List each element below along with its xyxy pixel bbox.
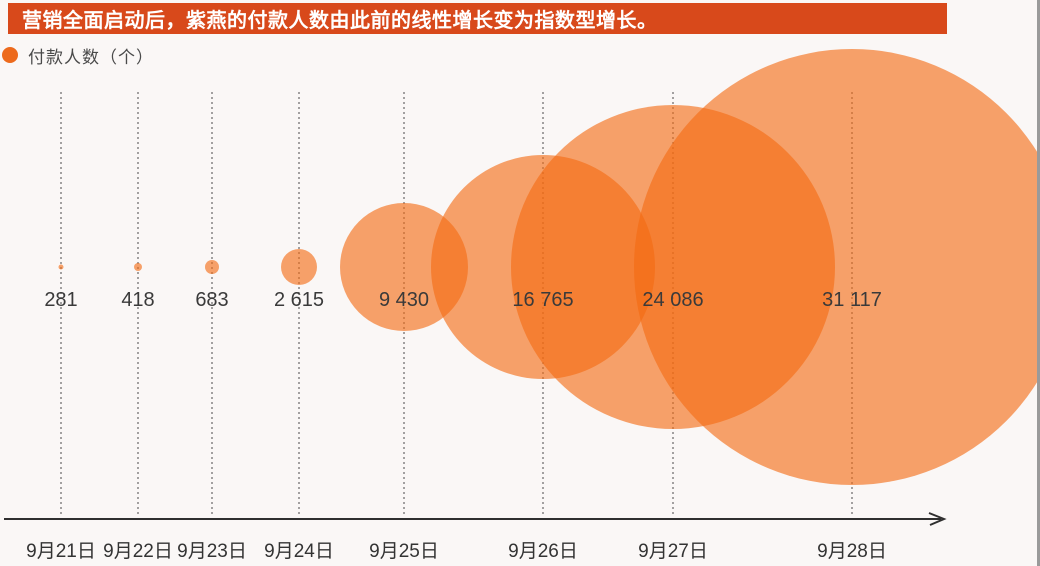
value-label: 418 bbox=[121, 289, 155, 311]
screenshot-right-border bbox=[1037, 0, 1040, 566]
value-label: 9 430 bbox=[378, 289, 430, 311]
chart-title: 营销全面启动后，紫燕的付款人数由此前的线性增长变为指数型增长。 bbox=[22, 10, 658, 32]
legend: 付款人数（个） bbox=[2, 44, 154, 67]
value-label: 16 765 bbox=[512, 289, 574, 311]
date-label: 9月24日 bbox=[264, 541, 334, 562]
bubble-9月28日 bbox=[634, 49, 1040, 485]
value-label: 281 bbox=[44, 289, 78, 311]
x-axis-arrow-icon bbox=[928, 512, 947, 526]
legend-label: 付款人数（个） bbox=[28, 47, 154, 67]
bubble-9月21日 bbox=[58, 264, 64, 270]
date-label: 9月26日 bbox=[508, 541, 578, 562]
bubble-9月24日 bbox=[281, 249, 317, 285]
headline-bar: 营销全面启动后，紫燕的付款人数由此前的线性增长变为指数型增长。 bbox=[8, 3, 947, 34]
value-label: 31 117 bbox=[822, 289, 882, 311]
bubble-9月22日 bbox=[134, 263, 142, 271]
date-label: 9月28日 bbox=[817, 541, 887, 562]
value-label: 24 086 bbox=[642, 289, 704, 311]
value-label: 2 615 bbox=[273, 289, 325, 311]
date-label: 9月27日 bbox=[638, 541, 708, 562]
legend-dot-icon bbox=[2, 47, 18, 63]
bubble-9月23日 bbox=[205, 260, 219, 274]
value-label: 683 bbox=[195, 289, 229, 311]
date-label: 9月25日 bbox=[369, 541, 439, 562]
date-label: 9月21日 bbox=[26, 541, 96, 562]
date-label: 9月23日 bbox=[177, 541, 247, 562]
date-label: 9月22日 bbox=[103, 541, 173, 562]
